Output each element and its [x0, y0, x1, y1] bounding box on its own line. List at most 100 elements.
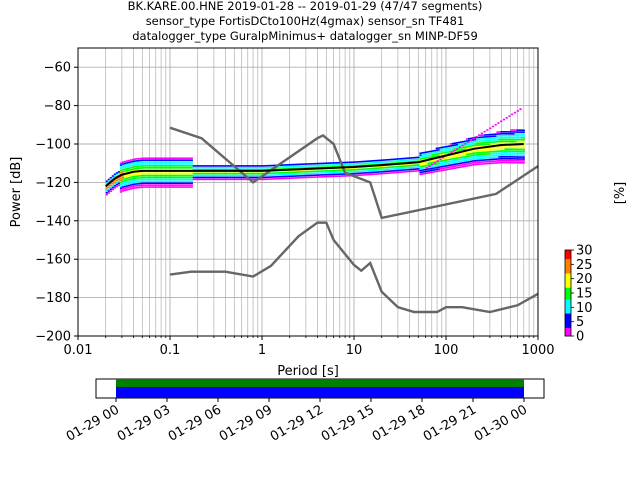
heatmap-cell: [362, 168, 365, 170]
heatmap-cell: [461, 156, 465, 158]
heatmap-cell: [382, 159, 386, 161]
heatmap-cell: [366, 160, 369, 162]
heatmap-cell: [439, 169, 442, 172]
heatmap-cell: [451, 146, 454, 149]
heatmap-cell: [428, 165, 431, 168]
y-tick-label: −80: [44, 99, 71, 114]
heatmap-cell: [342, 175, 345, 177]
heatmap-cell: [231, 178, 234, 181]
heatmap-cell: [512, 146, 515, 149]
heatmap-cell: [269, 172, 272, 175]
heatmap-cell: [366, 162, 369, 164]
heatmap-cell: [484, 141, 487, 144]
heatmap-cell: [520, 140, 523, 143]
heatmap-cell: [285, 171, 289, 174]
heatmap-cell: [470, 152, 473, 155]
heatmap-cell: [186, 172, 189, 175]
plot-axes: 0.01 0.1 1 10 100 1000−60−80−100−120−140−160−…: [35, 61, 554, 358]
heatmap-cell: [200, 168, 204, 171]
heatmap-cell: [348, 163, 351, 166]
heatmap-cell: [154, 165, 157, 167]
heatmap-cell: [352, 172, 355, 175]
heatmap-cell: [182, 178, 185, 181]
heatmap-cell: [166, 182, 169, 184]
heatmap-cell: [160, 186, 163, 188]
heatmap-cell: [413, 156, 416, 159]
heatmap-cell: [150, 174, 153, 177]
colorbar-segment: [565, 287, 571, 291]
coverage-tick-label: 01-29 12: [268, 402, 326, 444]
heatmap-cell: [350, 171, 353, 173]
heatmap-cell: [277, 175, 280, 178]
heatmap-cell: [516, 152, 519, 154]
heatmap-cell: [261, 172, 264, 175]
heatmap-cell: [364, 160, 367, 163]
heatmap-cell: [144, 161, 147, 163]
heatmap-cell: [360, 168, 363, 171]
heatmap-cell: [486, 143, 489, 146]
heatmap-cell: [132, 164, 135, 167]
heatmap-cell: [105, 190, 108, 192]
heatmap-cell: [233, 176, 236, 179]
heatmap-cell: [140, 169, 143, 171]
heatmap-cell: [522, 144, 525, 147]
heatmap-cell: [417, 156, 420, 159]
coverage-tick-label: 01-29 18: [370, 402, 428, 444]
heatmap-cell: [225, 178, 228, 181]
heatmap-cell: [439, 166, 442, 168]
heatmap-cell: [233, 168, 236, 171]
heatmap-cell: [174, 180, 177, 183]
heatmap-cell: [148, 180, 151, 183]
heatmap-cell: [463, 161, 467, 164]
heatmap-cell: [156, 161, 159, 163]
heatmap-cell: [144, 168, 147, 171]
heatmap-cell: [310, 164, 313, 167]
heatmap-cell: [140, 157, 143, 160]
heatmap-cell: [188, 172, 191, 175]
heatmap-cell: [474, 136, 477, 139]
heatmap-cell: [437, 147, 440, 149]
heatmap-cell: [158, 186, 161, 188]
heatmap-cell: [144, 167, 147, 169]
heatmap-cell: [463, 159, 467, 162]
heatmap-cell: [125, 185, 129, 187]
heatmap-cell: [407, 157, 410, 159]
heatmap-cell: [518, 138, 521, 141]
heatmap-cell: [277, 174, 280, 176]
heatmap-cell: [148, 176, 151, 179]
heatmap-cell: [172, 163, 175, 165]
heatmap-cell: [484, 136, 487, 138]
heatmap-cell: [346, 169, 349, 171]
heatmap-cell: [204, 172, 208, 175]
heatmap-cell: [480, 155, 483, 158]
heatmap-cell: [152, 186, 155, 188]
heatmap-cell: [160, 163, 163, 165]
heatmap-cell: [496, 142, 499, 145]
heatmap-cell: [514, 138, 517, 141]
heatmap-cell: [314, 172, 317, 175]
heatmap-cell: [502, 118, 506, 121]
heatmap-cell: [154, 178, 157, 181]
heatmap-cell: [488, 153, 491, 155]
heatmap-cell: [160, 184, 163, 186]
heatmap-cell: [162, 174, 165, 177]
heatmap-cell: [172, 184, 175, 186]
heatmap-cell: [514, 148, 517, 151]
heatmap-cell: [441, 159, 444, 162]
heatmap-cell: [336, 165, 339, 168]
heatmap-cell: [508, 138, 511, 141]
heatmap-cell: [387, 158, 390, 161]
heatmap-cell: [399, 157, 402, 160]
heatmap-cell: [267, 166, 270, 169]
heatmap-cell: [512, 135, 515, 137]
heatmap-cell: [459, 147, 463, 149]
heatmap-cell: [150, 180, 153, 183]
heatmap-cell: [382, 170, 386, 173]
heatmap-cell: [123, 183, 127, 186]
heatmap-cell: [490, 143, 493, 145]
heatmap-cell: [297, 163, 301, 166]
heatmap-cell: [119, 181, 123, 184]
heatmap-cell: [474, 146, 477, 149]
heatmap-cell: [125, 187, 129, 189]
heatmap-cell: [208, 165, 212, 167]
